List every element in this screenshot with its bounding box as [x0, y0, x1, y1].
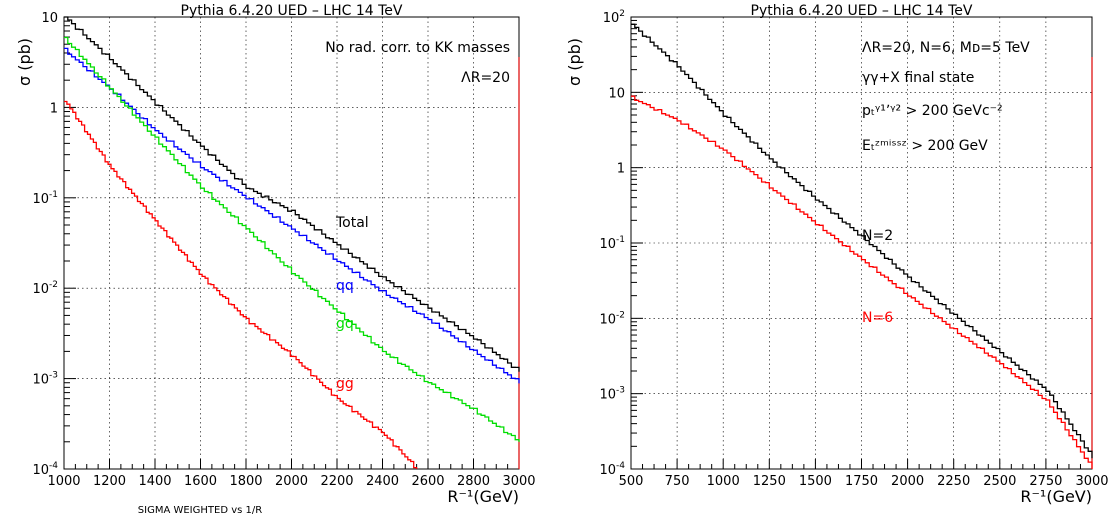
x-tick-label: 3000: [502, 474, 535, 489]
chart-title: Pythia 6.4.20 UED – LHC 14 TeV: [751, 3, 973, 19]
annotation: pₜᵞ¹ʼᵞ² > 200 GeVc⁻²: [862, 103, 1003, 119]
series-label: gg: [336, 376, 354, 392]
series-label: qq: [336, 278, 354, 294]
x-tick-label: 2000: [275, 474, 308, 489]
chart-title: Pythia 6.4.20 UED – LHC 14 TeV: [181, 3, 403, 19]
y-tick-label: 10: [608, 86, 625, 101]
x-tick-label: 1250: [753, 474, 786, 489]
series-line-n-2: [631, 23, 1093, 459]
x-tick-label: 2500: [983, 474, 1016, 489]
series-line-n-6: [631, 95, 1093, 469]
y-tick-label: 10-3: [599, 386, 625, 403]
y-tick-label: 10-4: [32, 461, 58, 478]
x-axis-label: R⁻¹(GeV): [447, 487, 519, 506]
x-tick-label: 2600: [411, 474, 444, 489]
series-line-gq: [64, 36, 520, 442]
x-tick-label: 500: [619, 474, 644, 489]
annotation: Eₜᶻᵐⁱˢˢᶻ > 200 GeV: [862, 138, 988, 154]
series-label: N=2: [862, 228, 893, 244]
annotation: γγ+X final state: [862, 70, 974, 86]
right-plot: 500 750 1000 1250 1500 1750 2000 2250 2500 2750 30…: [565, 3, 1109, 506]
x-tick-label: 1200: [93, 474, 126, 489]
annotation: ΛR=20: [461, 70, 510, 86]
x-axis-label: R⁻¹(GeV): [1020, 487, 1092, 506]
x-tick-label: 1600: [184, 474, 217, 489]
y-tick-label: 1: [50, 101, 58, 116]
y-tick-label: 10-3: [32, 371, 58, 388]
x-tick-label: 2750: [1029, 474, 1062, 489]
x-tick-label: 1000: [47, 474, 80, 489]
annotation: No rad. corr. to KK masses: [325, 40, 510, 56]
y-tick-label: 1: [617, 162, 625, 177]
series-line-qq: [64, 47, 520, 384]
x-tick-label: 1000: [707, 474, 740, 489]
x-tick-label: 1500: [799, 474, 832, 489]
x-tick-label: 750: [665, 474, 690, 489]
x-tick-label: 3000: [1075, 474, 1108, 489]
footnote: SIGMA WEIGHTED vs 1/R: [138, 505, 262, 516]
series-label: gq: [336, 316, 354, 332]
x-tick-label: 1750: [845, 474, 878, 489]
x-tick-label: 2200: [320, 474, 353, 489]
y-axis-label: σ (pb): [565, 38, 584, 86]
x-tick-label: 2800: [457, 474, 490, 489]
x-tick-label: 1400: [138, 474, 171, 489]
y-axis-label: σ (pb): [15, 38, 34, 86]
y-tick-label: 10-2: [32, 280, 58, 297]
left-plot: 1000 1200 1400 1600 1800 2000 2200 2400 2600 2800…: [15, 3, 536, 516]
series-label: Total: [335, 215, 369, 231]
series-line-gg: [64, 100, 418, 469]
y-tick-label: 102: [603, 9, 625, 26]
y-tick-label: 10-2: [599, 310, 625, 327]
x-tick-label: 1800: [229, 474, 262, 489]
series-line-total: [64, 16, 520, 372]
y-tick-label: 10-1: [599, 235, 625, 252]
x-tick-label: 2400: [366, 474, 399, 489]
annotation: ΛR=20, N=6, Mᴅ=5 TeV: [862, 40, 1030, 56]
y-tick-label: 10: [41, 11, 58, 26]
x-tick-label: 2250: [937, 474, 970, 489]
y-tick-label: 10-4: [599, 461, 625, 478]
y-tick-label: 10-1: [32, 190, 58, 207]
x-tick-label: 2000: [891, 474, 924, 489]
series-label: N=6: [862, 310, 893, 326]
